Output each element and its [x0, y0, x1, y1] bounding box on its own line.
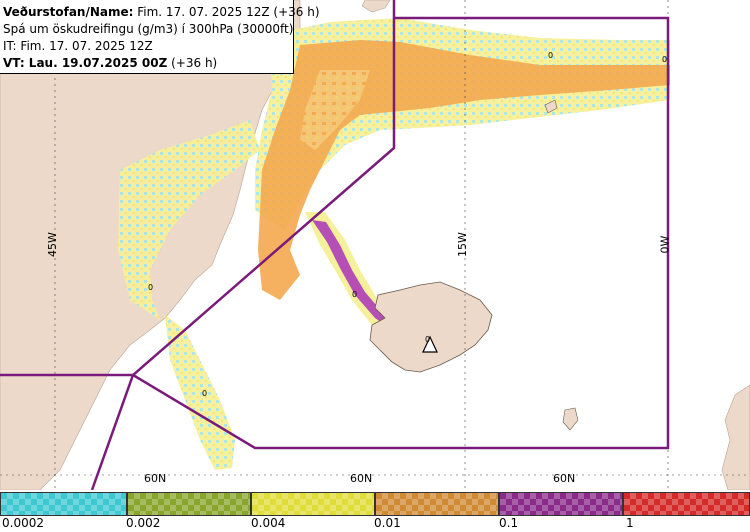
valid-time: VT: Lau. 19.07.2025 00Z: [3, 56, 168, 70]
legend-tick-5: 1: [626, 516, 634, 530]
lon-label-15w: 15W: [455, 232, 469, 257]
lat-label-60n-3: 60N: [553, 472, 576, 485]
legend-tick-4: 0.1: [499, 516, 519, 530]
issue-time-line: IT: Fim. 17. 07. 2025 12Z: [3, 39, 153, 53]
ash-map: 0 0 0 0 0 0: [0, 0, 750, 490]
legend-bin-4: [499, 492, 623, 516]
valid-offset: (+36 h): [167, 56, 218, 70]
color-legend: 0.0002 0.002 0.004 0.01 0.1 1: [0, 490, 750, 532]
issuer-label: Veðurstofan/Name:: [3, 5, 134, 19]
legend-bin-2: [251, 492, 375, 516]
land-faroes: [562, 407, 579, 431]
legend-tick-2: 0.004: [251, 516, 286, 530]
contour-label-2: 0: [662, 55, 667, 64]
ash-band-south: [165, 315, 235, 470]
lat-label-60n-2: 60N: [350, 472, 373, 485]
legend-tick-0: 0.0002: [2, 516, 44, 530]
contour-label-1: 0: [548, 51, 553, 60]
ash-band-west: [118, 120, 260, 320]
land-norway: [721, 384, 750, 490]
contour-label-4: 0: [202, 389, 207, 398]
legend-bin-0: [0, 492, 127, 516]
contour-label-3: 0: [148, 283, 153, 292]
legend-bin-5: [623, 492, 750, 516]
land-janmayen: [544, 99, 558, 114]
product-line: Spá um öskudreifingu (g/m3) í 300hPa (30…: [3, 22, 294, 36]
lon-label-45w: 45W: [45, 232, 59, 257]
volcano-triangle-icon: [422, 335, 438, 353]
ash-high-core: [312, 220, 428, 341]
ash-mid-north: [258, 40, 670, 300]
legend-bin-3: [375, 492, 499, 516]
forecast-info-box: Veðurstofan/Name: Fim. 17. 07. 2025 12Z …: [0, 0, 320, 74]
map-area: 0 0 0 0 0 0 45W 15W 0W 60N 60N 60N Veður…: [0, 0, 750, 490]
ash-mid-inner: [300, 70, 370, 150]
contour-label-5: 0: [352, 290, 357, 299]
issuer-line: Veðurstofan/Name: Fim. 17. 07. 2025 12Z …: [3, 4, 320, 21]
contour-label-6: 0: [425, 335, 430, 344]
valid-time-line: VT: Lau. 19.07.2025 00Z (+36 h): [3, 55, 293, 72]
issuer-time: Fim. 17. 07. 2025 12Z (+36 h): [133, 5, 320, 19]
legend-bin-1: [127, 492, 251, 516]
land-north: [361, 0, 391, 13]
legend-tick-1: 0.002: [126, 516, 161, 530]
lat-label-60n-1: 60N: [144, 472, 167, 485]
lon-label-0w: 0W: [658, 235, 672, 254]
land-iceland: [369, 281, 493, 373]
legend-tick-3: 0.01: [374, 516, 401, 530]
fir-boundary: [0, 0, 670, 490]
